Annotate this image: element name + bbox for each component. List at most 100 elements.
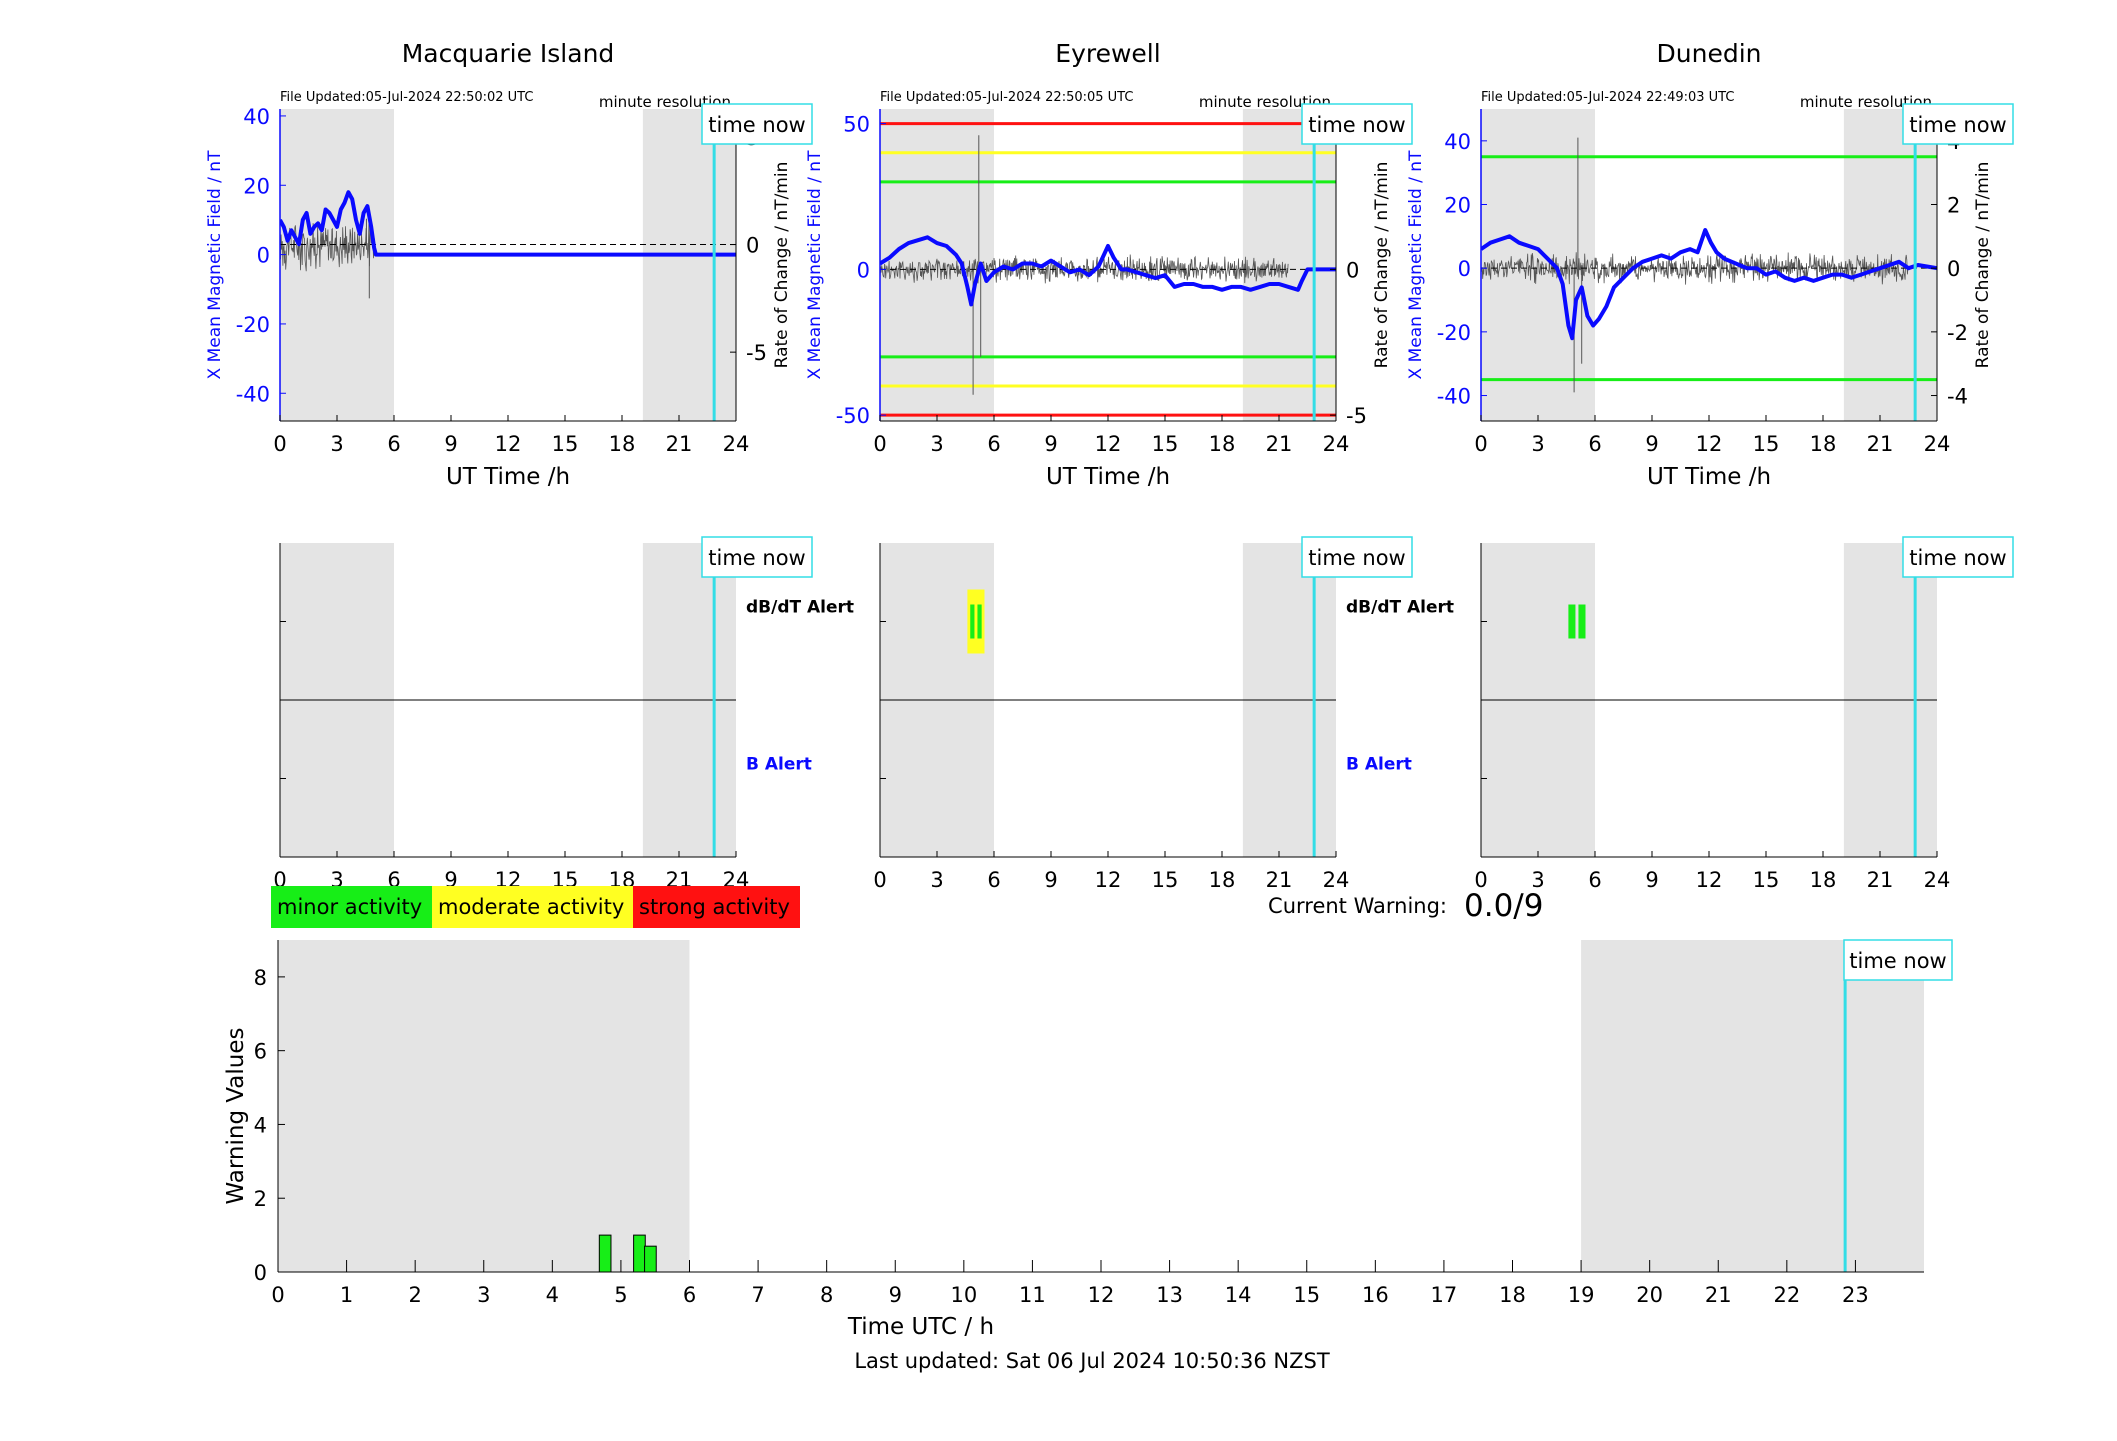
y-axis-title-right: Rate of Change / nT/min	[1973, 162, 1993, 369]
time-now-box	[1301, 103, 1413, 145]
warning-ytick-label: 2	[254, 1187, 267, 1211]
y-axis-title-left: X Mean Magnetic Field / nT	[205, 150, 225, 380]
warning-xtick-label: 0	[271, 1283, 284, 1307]
xtick-label: 15	[1753, 432, 1780, 456]
time-now-label: time now	[708, 546, 805, 570]
warning-xtick-label: 10	[950, 1283, 977, 1307]
warning-xtick-label: 9	[889, 1283, 902, 1307]
x-axis-title: UT Time /h	[1647, 464, 1771, 490]
warning-xtick-label: 19	[1568, 1283, 1595, 1307]
xtick-label: 15	[1152, 432, 1179, 456]
time-now-label: time now	[1849, 949, 1946, 973]
xtick-label: 24	[1323, 432, 1350, 456]
ytick-left-label: 40	[1444, 130, 1471, 154]
xtick-label: 9	[1044, 432, 1057, 456]
alert-xtick-label: 21	[1266, 868, 1293, 892]
xtick-label: 21	[1867, 432, 1894, 456]
time-now-label: time now	[708, 113, 805, 137]
warning-xtick-label: 16	[1362, 1283, 1389, 1307]
legend-swatch-moderate	[432, 886, 633, 928]
current-warning-value: 0.0/9	[1464, 888, 1543, 924]
ytick-left-label: 0	[857, 258, 870, 282]
ytick-right-label: 0	[746, 234, 759, 258]
night-band	[1242, 109, 1336, 421]
alert-block-minor	[970, 604, 975, 639]
night-band	[642, 109, 736, 421]
x-axis-title: UT Time /h	[1046, 464, 1170, 490]
ytick-left-label: 0	[257, 244, 270, 268]
alert-block-minor	[977, 604, 982, 639]
warning-xtick-label: 23	[1842, 1283, 1869, 1307]
warning-xtick-label: 20	[1636, 1283, 1663, 1307]
station-2: Dunedin-40-2002040-4-202403691215182124U…	[1406, 39, 2014, 892]
warning-y-axis-title: Warning Values	[223, 1027, 249, 1204]
warning-bar-0	[598, 1234, 612, 1273]
warning-xtick-label: 6	[683, 1283, 696, 1307]
legend-swatch-minor	[271, 886, 432, 928]
resolution-text: minute resolution	[599, 93, 731, 111]
ytick-left-label: 0	[1458, 257, 1471, 281]
warning-xtick-label: 14	[1225, 1283, 1252, 1307]
warning-ytick-label: 4	[254, 1113, 267, 1137]
ytick-left-label: 20	[243, 174, 270, 198]
warning-bar-1	[633, 1234, 646, 1273]
file-updated-text: File Updated:05-Jul-2024 22:49:03 UTC	[1481, 90, 1734, 105]
warning-ytick-label: 8	[254, 966, 267, 990]
warning-xtick-label: 21	[1705, 1283, 1732, 1307]
alert-block-minor	[1568, 604, 1576, 639]
time-now-box	[701, 103, 813, 145]
time-now-box	[701, 536, 813, 578]
warning-x-axis-title: Time UTC / h	[847, 1314, 994, 1340]
xtick-label: 12	[1095, 432, 1122, 456]
time-now-label: time now	[1308, 546, 1405, 570]
station-0: Macquarie Island-40-2002040-505036912151…	[205, 39, 854, 892]
warning-xtick-label: 12	[1088, 1283, 1115, 1307]
alert-xtick-label: 0	[873, 868, 886, 892]
xtick-label: 3	[330, 432, 343, 456]
warning-ytick-label: 6	[254, 1040, 267, 1064]
xtick-label: 18	[1209, 432, 1236, 456]
alert-xtick-label: 24	[1924, 868, 1951, 892]
station-title: Macquarie Island	[402, 39, 615, 68]
alert-xtick-label: 18	[1209, 868, 1236, 892]
legend-label-minor: minor activity	[277, 895, 422, 919]
file-updated-text: File Updated:05-Jul-2024 22:50:02 UTC	[280, 90, 533, 105]
xtick-label: 9	[1645, 432, 1658, 456]
alert-xtick-label: 9	[1645, 868, 1658, 892]
warning-ytick-label: 0	[254, 1261, 267, 1285]
y-axis-title-right: Rate of Change / nT/min	[772, 162, 792, 369]
xtick-label: 21	[1266, 432, 1293, 456]
time-now-box	[1902, 103, 2014, 145]
xtick-label: 6	[1588, 432, 1601, 456]
xtick-label: 0	[873, 432, 886, 456]
night-band	[280, 109, 394, 421]
legend-swatch-strong	[633, 886, 800, 928]
db-dt-alert-label: dB/dT Alert	[1346, 598, 1454, 618]
alert-xtick-label: 6	[987, 868, 1000, 892]
warning-xtick-label: 7	[751, 1283, 764, 1307]
alert-xtick-label: 6	[1588, 868, 1601, 892]
ytick-right-label: -5	[1346, 404, 1367, 428]
xtick-label: 0	[273, 432, 286, 456]
alert-xtick-label: 15	[1152, 868, 1179, 892]
alert-xtick-label: 9	[1044, 868, 1057, 892]
ytick-left-label: 40	[243, 105, 270, 129]
warning-xtick-label: 1	[340, 1283, 353, 1307]
ytick-left-label: -40	[236, 382, 270, 406]
ytick-left-label: -20	[1437, 321, 1471, 345]
xtick-label: 0	[1474, 432, 1487, 456]
alert-xtick-label: 21	[1867, 868, 1894, 892]
alert-xtick-label: 24	[1323, 868, 1350, 892]
warning-xtick-label: 11	[1019, 1283, 1046, 1307]
ytick-left-label: 20	[1444, 194, 1471, 218]
rate-of-change-trace	[280, 218, 736, 299]
legend-label-strong: strong activity	[639, 895, 790, 919]
warning-xtick-label: 3	[477, 1283, 490, 1307]
warning-xtick-label: 5	[614, 1283, 627, 1307]
night-band-warning	[278, 940, 690, 1272]
ytick-right-label: 0	[1346, 258, 1359, 282]
current-warning-label: Current Warning:	[1268, 894, 1447, 918]
ytick-right-label: 0	[1947, 257, 1960, 281]
